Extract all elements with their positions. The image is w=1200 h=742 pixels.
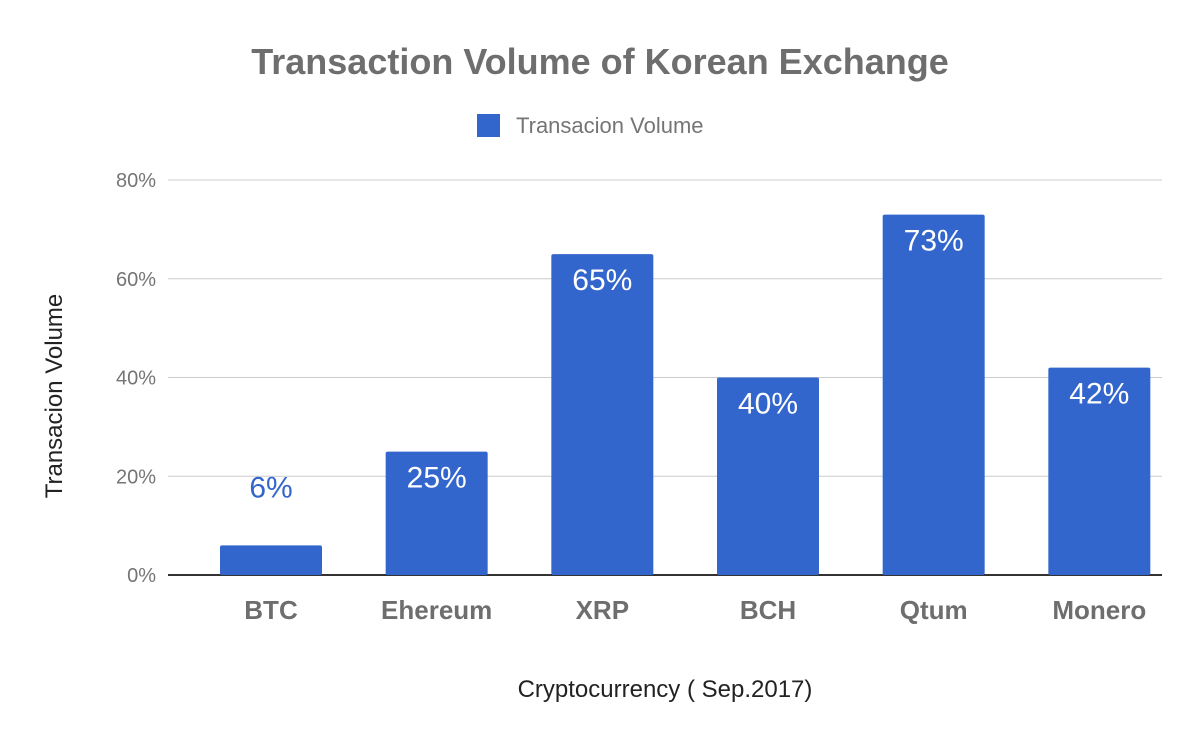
x-tick-label: BCH [740,595,796,625]
bar-data-label: 40% [738,388,798,421]
y-tick-label: 0% [127,565,156,587]
bar [1048,367,1151,575]
x-axis-ticks: BTC Ehereum XRP BCH Qtum Monero [244,595,1146,625]
bar-data-label: 73% [904,225,964,258]
x-tick-label: Monero [1052,595,1146,625]
x-axis-title: Cryptocurrency ( Sep.2017) [518,676,813,703]
y-axis-ticks: 0% 20% 40% 60% 80% [116,170,156,587]
x-tick-label: Ehereum [381,595,492,625]
bar [220,545,322,575]
y-tick-label: 40% [116,368,156,390]
x-tick-label: BTC [244,595,298,625]
chart-title: Transaction Volume of Korean Exchange [251,41,949,82]
bar-data-label: 25% [407,462,467,495]
bar-data-label: 65% [572,264,632,297]
x-tick-label: Qtum [900,595,968,625]
bar [551,254,654,575]
legend: Transacion Volume [477,113,704,138]
bar-data-label: 42% [1069,378,1129,411]
bars [220,214,1151,575]
y-tick-label: 60% [116,269,156,291]
y-axis-title: Transacion Volume [41,294,68,499]
bar [385,451,488,575]
bar [882,214,985,575]
y-tick-label: 80% [116,170,156,192]
legend-swatch [477,114,500,137]
y-tick-label: 20% [116,466,156,488]
legend-label: Transacion Volume [516,113,704,138]
bar [717,377,819,575]
bar-data-label: 6% [249,471,292,504]
x-tick-label: XRP [576,595,629,625]
gridlines [168,179,1162,576]
data-labels: 6% 25% 65% 40% 73% 42% [249,225,1129,505]
